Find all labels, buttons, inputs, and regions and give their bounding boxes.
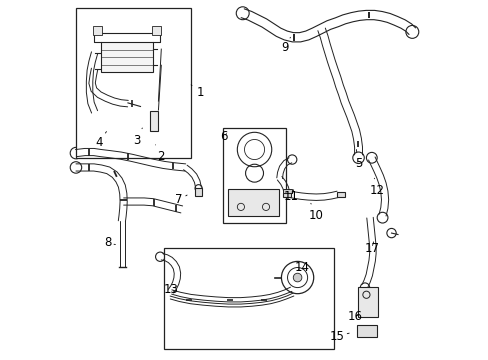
Bar (149, 111, 158, 131)
Text: 7: 7 (175, 193, 187, 206)
Bar (163, 248, 333, 348)
Bar (357, 325, 376, 337)
Bar (228, 189, 278, 216)
Bar (152, 26, 161, 35)
Bar (283, 193, 290, 197)
Polygon shape (101, 42, 153, 72)
Text: 3: 3 (133, 128, 142, 147)
Text: 11: 11 (283, 190, 298, 203)
Text: 12: 12 (369, 178, 384, 197)
Bar (195, 188, 202, 196)
Text: 1: 1 (191, 85, 204, 99)
Bar (336, 192, 344, 197)
Bar (76, 8, 190, 158)
Bar (93, 26, 102, 35)
Text: 5: 5 (354, 149, 362, 170)
Text: 10: 10 (308, 203, 323, 222)
Text: 17: 17 (364, 242, 379, 255)
Bar (357, 287, 377, 317)
Text: 2: 2 (155, 145, 165, 163)
Bar (223, 128, 285, 223)
Text: 4: 4 (95, 132, 106, 149)
Text: 8: 8 (103, 236, 115, 249)
Text: 13: 13 (163, 283, 178, 296)
Text: 6: 6 (220, 130, 227, 144)
Circle shape (293, 273, 301, 282)
Bar (282, 189, 291, 193)
Text: 16: 16 (347, 310, 362, 324)
Text: 15: 15 (329, 330, 348, 343)
Text: 14: 14 (294, 261, 309, 274)
Text: 9: 9 (281, 37, 290, 54)
